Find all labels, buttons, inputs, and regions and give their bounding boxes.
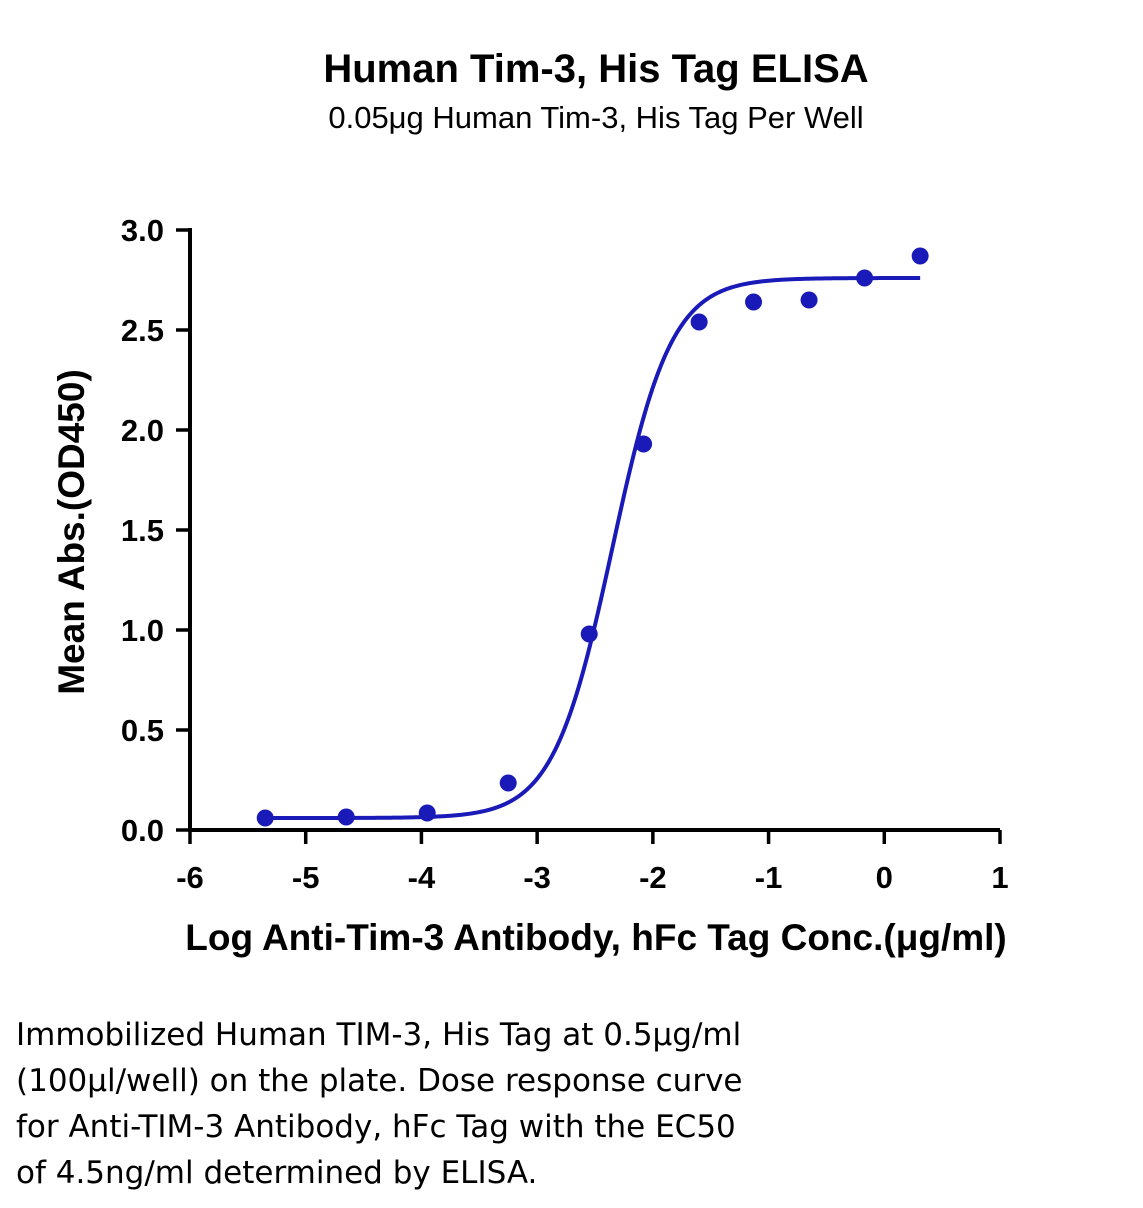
- fit-curve-layer: [265, 276, 921, 820]
- fit-curve: [265, 276, 921, 820]
- chart-subtitle: 0.05μg Human Tim-3, His Tag Per Well: [328, 100, 863, 135]
- data-point: [690, 313, 708, 331]
- figure-caption: Immobilized Human TIM-3, His Tag at 0.5μ…: [16, 1012, 1116, 1196]
- y-tick-label: 0.0: [121, 813, 164, 848]
- caption-line: (100μl/well) on the plate. Dose response…: [16, 1063, 743, 1099]
- data-point: [499, 774, 517, 792]
- caption-line: Immobilized Human TIM-3, His Tag at 0.5μ…: [16, 1017, 742, 1053]
- y-tick-label: 1.0: [121, 613, 164, 648]
- x-tick-label: -2: [639, 860, 667, 895]
- y-tick-label: 1.5: [121, 513, 164, 548]
- y-tick-label: 2.5: [121, 313, 164, 348]
- x-tick-label: -1: [755, 860, 783, 895]
- chart-title: Human Tim-3, His Tag ELISA: [323, 47, 868, 91]
- y-tick-label: 2.0: [121, 413, 164, 448]
- data-point: [580, 625, 598, 643]
- data-point: [911, 247, 929, 265]
- x-tick-label: -5: [292, 860, 320, 895]
- data-point: [745, 293, 763, 311]
- data-point: [800, 291, 818, 309]
- caption-line: for Anti-TIM-3 Antibody, hFc Tag with th…: [16, 1109, 736, 1145]
- x-tick-label: -3: [523, 860, 551, 895]
- caption-line: of 4.5ng/ml determined by ELISA.: [16, 1155, 538, 1191]
- data-point: [635, 435, 653, 453]
- y-tick-label: 0.5: [121, 713, 164, 748]
- axes: -6 -5 -4 -3 -2 -1 0 1 0.0 0.5 1.0 1.5 2.0 2.5 3.0: [121, 213, 1009, 895]
- data-point: [856, 269, 874, 287]
- data-point: [256, 809, 274, 827]
- data-points-layer: [256, 247, 929, 827]
- data-point: [337, 808, 355, 826]
- x-tick-label: 0: [876, 860, 893, 895]
- y-tick-label: 3.0: [121, 213, 164, 248]
- x-tick-label: 1: [991, 860, 1008, 895]
- x-tick-label: -6: [176, 860, 204, 895]
- y-axis-title: Mean Abs.(OD450): [51, 369, 92, 695]
- data-point: [418, 804, 436, 822]
- elisa-chart: Human Tim-3, His Tag ELISA 0.05μg Human …: [51, 47, 1009, 958]
- x-axis-title: Log Anti-Tim-3 Antibody, hFc Tag Conc.(μ…: [185, 917, 1006, 958]
- x-tick-label: -4: [408, 860, 436, 895]
